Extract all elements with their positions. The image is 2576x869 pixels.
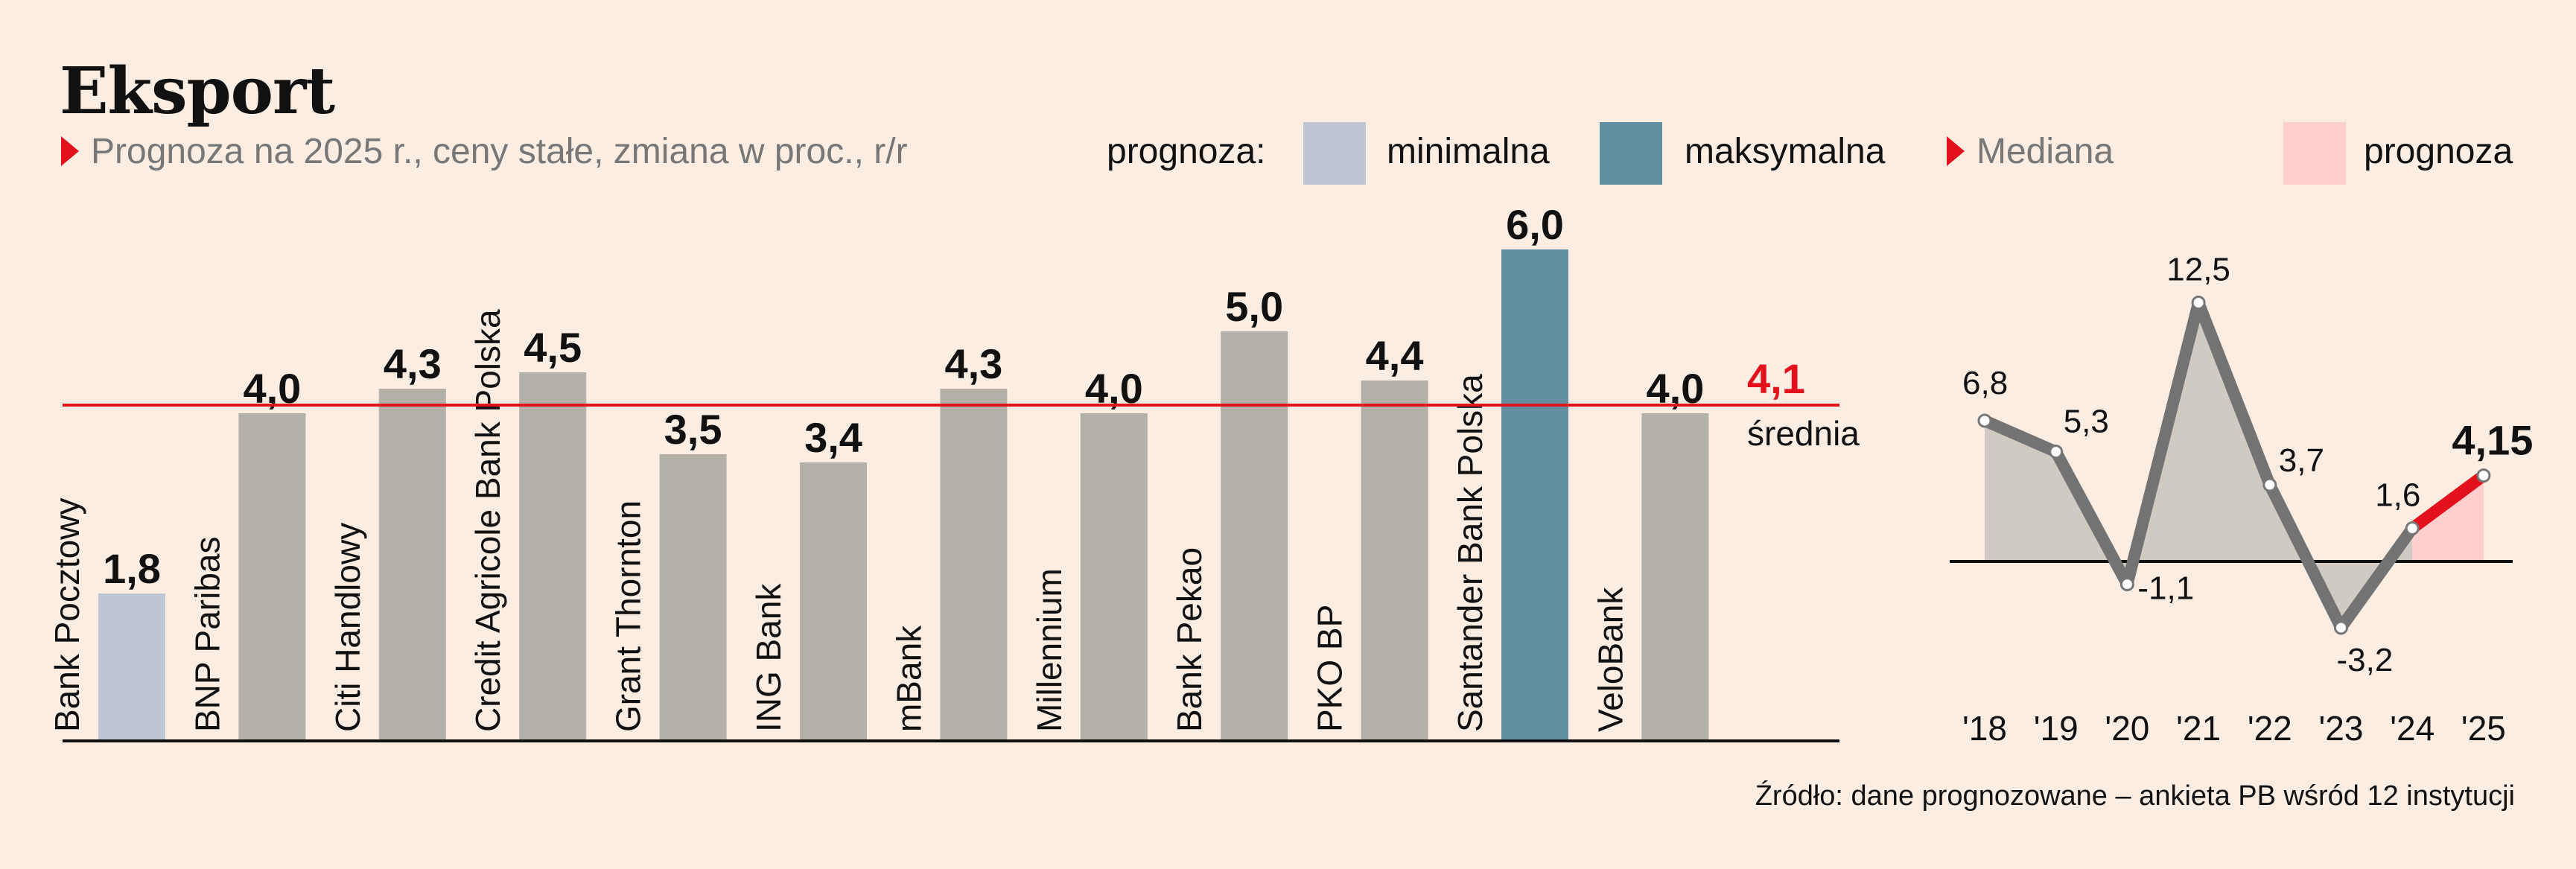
bar <box>659 454 727 741</box>
source-note: Źródło: dane prognozowane – ankieta PB w… <box>1755 780 2515 812</box>
data-point <box>2262 477 2277 492</box>
legend-median-label: Mediana <box>1976 132 2114 171</box>
point-value-label: 6,8 <box>1962 365 2008 401</box>
legend-forecast-swatch <box>2283 122 2346 185</box>
bar-value-label: 5,0 <box>1225 283 1283 330</box>
point-value-label: -1,1 <box>2137 570 2194 607</box>
legend-min-label: minimalna <box>1387 132 1550 171</box>
point-value-label: 4,15 <box>2452 417 2533 464</box>
category-label: Citi Handlowy <box>328 523 367 732</box>
bar <box>519 372 587 741</box>
chart-subtitle: Prognoza na 2025 r., ceny stałe, zmiana … <box>61 131 908 172</box>
data-point <box>2119 577 2134 592</box>
legend-label: prognoza: <box>1107 132 1266 171</box>
data-point <box>2334 620 2348 635</box>
bar-value-label: 3,5 <box>664 406 722 453</box>
year-tick-label: '22 <box>2248 709 2292 748</box>
bar <box>940 389 1008 741</box>
data-point <box>2405 521 2420 536</box>
category-label: Grant Thornton <box>609 500 648 732</box>
data-point <box>1977 413 1992 428</box>
bar-value-label: 6,0 <box>1506 201 1564 248</box>
category-label: Bank Pekao <box>1170 547 1209 732</box>
forecast-line <box>2406 469 2490 535</box>
average-text-label: średnia <box>1747 414 1860 453</box>
bar <box>1501 249 1568 741</box>
triangle-marker-icon <box>1947 136 1965 166</box>
triangle-marker-icon <box>61 136 79 166</box>
year-tick-label: '23 <box>2319 709 2364 748</box>
data-point <box>2049 445 2064 459</box>
point-value-label: 3,7 <box>2279 442 2324 479</box>
category-label: BNP Paribas <box>188 536 226 732</box>
category-label: PKO BP <box>1311 605 1349 732</box>
year-tick-label: '25 <box>2461 709 2506 748</box>
year-tick-label: '19 <box>2034 709 2079 748</box>
category-label: Bank Pocztowy <box>48 498 86 732</box>
bar <box>238 413 306 741</box>
bar-value-label: 3,4 <box>804 414 862 461</box>
point-value-label: 1,6 <box>2375 477 2420 514</box>
bar <box>800 462 867 741</box>
chart-title: Eksport <box>60 54 335 129</box>
legend-min-swatch <box>1303 122 1366 185</box>
category-label: Credit Agricole Bank Polska <box>468 309 507 732</box>
bar <box>98 593 165 741</box>
subtitle-text: Prognoza na 2025 r., ceny stałe, zmiana … <box>91 132 908 171</box>
legend-forecast-label: prognoza <box>2364 132 2513 171</box>
bar-value-label: 4,5 <box>524 324 582 371</box>
bar <box>1641 413 1709 741</box>
category-label: ING Bank <box>749 583 788 732</box>
point-value-label: -3,2 <box>2337 642 2394 678</box>
category-label: Millennium <box>1030 568 1069 732</box>
bar <box>1361 381 1428 741</box>
point-value-label: 12,5 <box>2166 252 2230 288</box>
legend-median: Mediana <box>1947 131 2114 172</box>
category-label: VeloBank <box>1591 587 1629 732</box>
average-value-label: 4,1 <box>1747 355 1805 402</box>
category-label: Santander Bank Polska <box>1451 374 1489 732</box>
bar-value-label: 4,3 <box>384 340 442 387</box>
bar <box>1080 413 1148 741</box>
median-area <box>1985 302 2413 628</box>
bar <box>378 389 446 741</box>
legend-max-label: maksymalna <box>1685 132 1886 171</box>
category-label: mBank <box>889 625 928 732</box>
bar-value-label: 1,8 <box>103 545 161 592</box>
year-tick-label: '18 <box>1962 709 2007 748</box>
point-value-label: 5,3 <box>2064 404 2109 440</box>
year-tick-label: '20 <box>2105 709 2149 748</box>
bar <box>1221 331 1288 741</box>
bar-value-label: 4,3 <box>944 340 1002 387</box>
forecast-area <box>2412 475 2484 561</box>
bar-value-label: 4,4 <box>1366 332 1424 379</box>
year-tick-label: '21 <box>2176 709 2221 748</box>
data-point <box>2191 296 2206 310</box>
data-point <box>2476 468 2491 483</box>
legend-max-swatch <box>1600 122 1662 185</box>
year-tick-label: '24 <box>2390 709 2435 748</box>
